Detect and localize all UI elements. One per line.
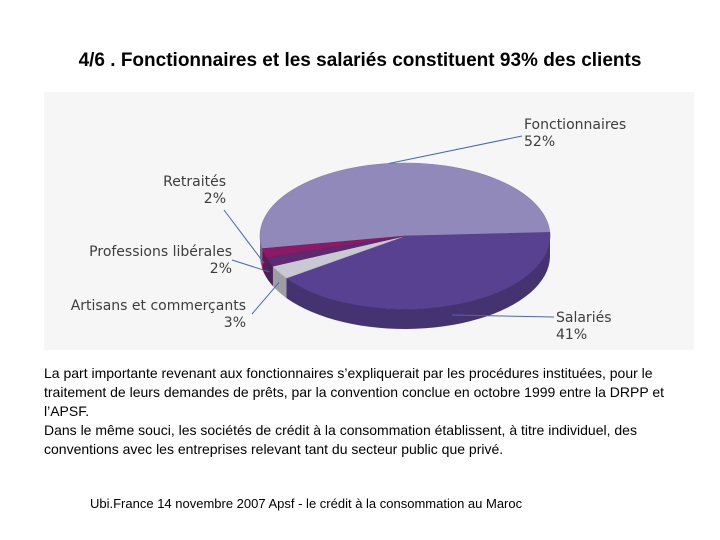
pie-chart	[223, 135, 555, 329]
leader-line-retraites	[223, 209, 265, 264]
footer-note: Ubi.France 14 novembre 2007 Apsf - le cr…	[90, 496, 523, 511]
slice-label-fonctionnaires: Fonctionnaires 52%	[524, 117, 626, 151]
slice-label-retraites: Retraités 2%	[150, 174, 226, 208]
slice-name: Fonctionnaires	[524, 117, 627, 133]
leader-line-professions	[231, 259, 270, 273]
pie-slice-salaries	[285, 232, 551, 310]
leader-line-artisans	[251, 281, 280, 315]
leader-line-salaries	[452, 314, 555, 318]
paragraph: Dans le même souci, les sociétés de créd…	[44, 422, 637, 457]
body-text: La part importante revenant aux fonction…	[44, 364, 704, 459]
page-title: 4/6 . Fonctionnaires et les salariés con…	[78, 50, 642, 71]
slice-name: Artisans et commerçants	[70, 298, 246, 314]
paragraph: La part importante revenant aux fonction…	[44, 365, 665, 419]
slice-value: 2%	[209, 261, 232, 277]
slice-label-salaries: Salariés 41%	[556, 310, 612, 344]
pie-side-artisans	[272, 266, 287, 299]
slice-name: Salariés	[556, 310, 612, 326]
slice-value: 52%	[524, 134, 556, 150]
pie-side-salaries	[286, 237, 550, 329]
slice-name: Professions libérales	[89, 244, 232, 260]
pie-slice-retraites	[261, 235, 406, 258]
pie-top	[259, 162, 551, 310]
slice-name: Retraités	[163, 174, 226, 190]
slice-value: 3%	[223, 315, 246, 331]
slice-value: 41%	[556, 327, 588, 343]
slice-label-artisans: Artisans et commerçants 3%	[56, 298, 246, 332]
slice-value: 2%	[203, 191, 226, 207]
leader-line-fonctionnaires	[388, 135, 523, 164]
slice-label-professions: Professions libérales 2%	[70, 244, 232, 278]
pie-leaders	[223, 135, 555, 318]
